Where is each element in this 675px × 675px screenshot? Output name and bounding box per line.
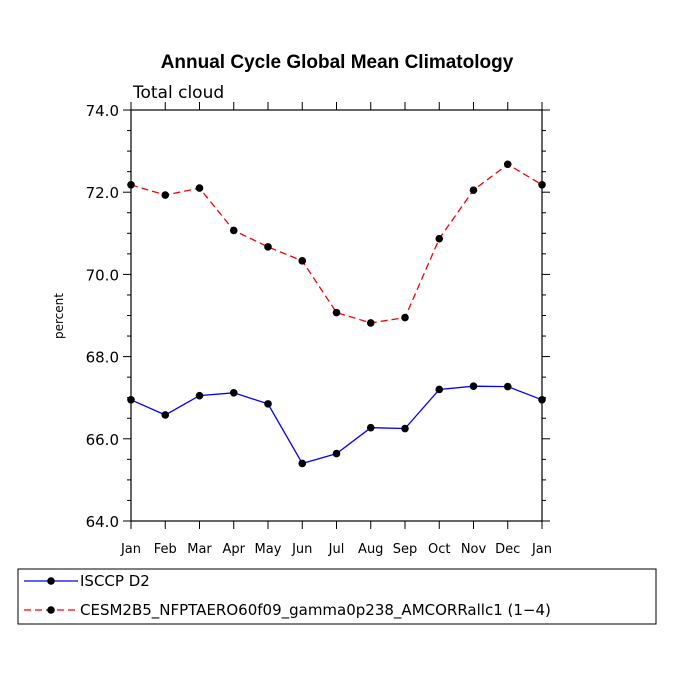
- x-tick-label: Dec: [495, 542, 520, 557]
- legend-marker-1: [47, 606, 55, 614]
- data-point: [538, 395, 546, 404]
- x-tick-label: Oct: [428, 542, 450, 557]
- data-point: [435, 234, 444, 243]
- data-point: [401, 313, 409, 322]
- data-point: [298, 257, 307, 265]
- data-point: [366, 319, 375, 327]
- data-point: [161, 411, 170, 419]
- x-tick-label: Feb: [154, 542, 177, 557]
- y-axis-label: percent: [52, 293, 66, 339]
- data-point: [366, 423, 375, 432]
- data-point: [503, 382, 512, 391]
- series-line-1: [130, 163, 543, 324]
- legend-label-1: CESM2B5_NFPTAERO60f09_gamma0p238_AMCORRa…: [80, 601, 551, 620]
- x-tick-label: Jun: [291, 542, 312, 557]
- x-tick-label: Aug: [358, 542, 383, 557]
- legend-box: [17, 568, 657, 625]
- legend-label-0: ISCCP D2: [80, 572, 150, 590]
- y-tick-label: 64.0: [86, 513, 119, 531]
- legend: ISCCP D2 CESM2B5_NFPTAERO60f09_gamma0p238…: [17, 568, 657, 625]
- x-tick-label: Jul: [328, 542, 345, 557]
- data-point: [538, 181, 546, 189]
- y-axis: 64.0 66.0 68.0 70.0 72.0 74.0: [86, 102, 550, 531]
- x-tick-label: Sep: [393, 542, 418, 557]
- y-tick-label: 72.0: [86, 184, 119, 202]
- chart-subtitle: Total cloud: [132, 83, 224, 103]
- y-tick-label: 66.0: [86, 431, 119, 449]
- data-point: [264, 243, 272, 251]
- x-tick-label: Jan: [120, 542, 141, 557]
- x-tick-label: May: [255, 542, 282, 557]
- data-point: [229, 226, 238, 235]
- data-point: [264, 400, 272, 408]
- data-point: [127, 181, 135, 189]
- y-tick-label: 74.0: [86, 102, 119, 120]
- data-point: [195, 184, 204, 192]
- x-tick-label: Mar: [187, 542, 212, 557]
- data-point: [229, 388, 238, 397]
- data-point: [332, 308, 341, 317]
- x-tick-label: Jan: [531, 542, 552, 557]
- data-point: [127, 395, 135, 404]
- x-axis: Jan Feb Mar Apr May Jun Jul Aug Sep Oct Nov Dec Jan: [120, 102, 552, 557]
- data-point: [401, 424, 409, 433]
- data-point: [435, 385, 444, 394]
- series-layer: [127, 160, 546, 468]
- data-point: [161, 191, 170, 199]
- y-tick-label: 70.0: [86, 266, 119, 284]
- x-tick-label: Apr: [223, 542, 246, 557]
- data-point: [469, 186, 478, 194]
- data-point: [298, 459, 307, 468]
- data-point: [469, 382, 478, 390]
- chart-title: Annual Cycle Global Mean Climatology: [161, 52, 514, 73]
- data-point: [332, 449, 341, 458]
- data-point: [503, 160, 512, 169]
- legend-marker-0: [47, 577, 55, 585]
- x-tick-label: Nov: [461, 542, 487, 557]
- y-tick-label: 68.0: [86, 349, 119, 367]
- data-point: [195, 391, 204, 400]
